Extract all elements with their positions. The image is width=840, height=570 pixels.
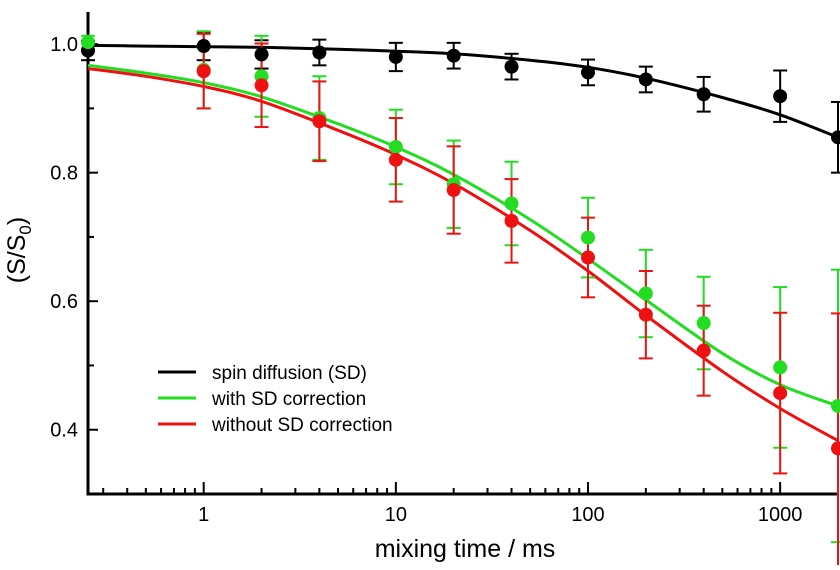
data-point (831, 441, 840, 456)
data-point (254, 47, 269, 62)
legend-label: with SD correction (211, 389, 366, 410)
data-point (81, 35, 95, 50)
x-axis-label: mixing time / ms (375, 535, 556, 563)
data-point (254, 78, 269, 93)
data-point (581, 230, 595, 245)
data-point (196, 39, 211, 54)
data-point (773, 89, 788, 104)
data-point (831, 130, 840, 145)
error-bars (81, 30, 840, 570)
x-tick-label: 10 (385, 504, 407, 526)
data-point (388, 139, 403, 154)
y-tick-label: 0.4 (50, 420, 78, 442)
data-point (638, 286, 653, 301)
data-point (196, 64, 211, 79)
x-tick-label: 1000 (758, 504, 803, 526)
y-tick-label: 0.8 (50, 163, 78, 185)
data-point (696, 316, 711, 331)
data-point (638, 72, 653, 87)
data-point (504, 196, 519, 211)
data-point (388, 152, 403, 167)
data-point (581, 65, 595, 80)
data-point (638, 307, 653, 322)
y-axis-label-close: ) (3, 217, 31, 225)
data-point (312, 114, 327, 129)
data-point (504, 59, 519, 74)
data-point (773, 360, 788, 375)
data-point (831, 398, 840, 413)
data-point (504, 213, 519, 228)
data-point (312, 45, 327, 60)
data-point (696, 343, 711, 358)
data-point (581, 250, 595, 265)
legend-label: without SD correction (211, 415, 393, 436)
fit-curve (87, 67, 839, 443)
x-tick-label: 100 (571, 504, 604, 526)
y-axis-label-main: (S/S (3, 235, 31, 284)
data-points (81, 35, 840, 456)
fit-curve (87, 63, 839, 408)
y-tick-label: 1.0 (50, 34, 78, 56)
y-axis-label-sub: 0 (16, 225, 35, 234)
axes: 0.4 0.6 0.8 1.0 1 10 100 1000 (50, 12, 839, 526)
fit-curves (87, 43, 839, 443)
legend-label: spin diffusion (SD) (212, 363, 367, 384)
fit-curve (87, 43, 839, 139)
data-point (773, 386, 788, 401)
data-point (388, 49, 403, 64)
data-point (446, 48, 461, 63)
x-tick-label: 1 (198, 504, 209, 526)
y-axis-label: (S/S0) (3, 217, 35, 283)
data-point (696, 87, 711, 102)
data-point (446, 183, 461, 198)
y-tick-label: 0.6 (50, 291, 78, 313)
legend: spin diffusion (SD) with SD correction wit… (158, 363, 393, 436)
